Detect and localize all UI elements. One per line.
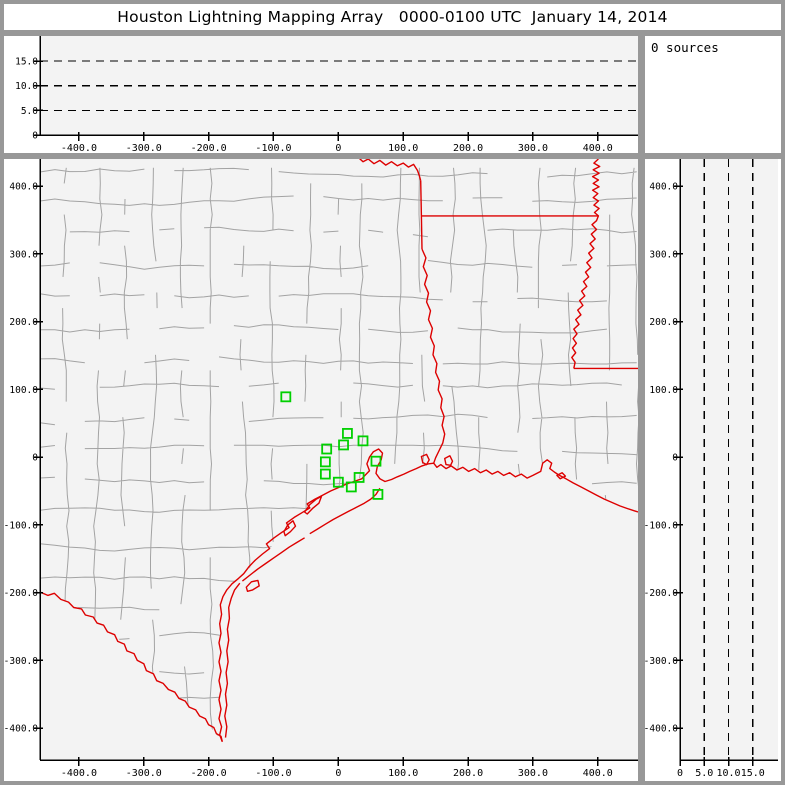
plan-view-map-panel: -400.0 -300.0 -200.0 -100.0 0 100.0 200.0 300.0… xyxy=(4,159,638,781)
boundary-calcasieu-lake xyxy=(444,455,454,466)
lma-station-marker xyxy=(370,455,382,467)
boundary-rio-grande xyxy=(39,591,223,742)
x-tick-label: 15.0 xyxy=(741,768,765,779)
y-tick-label: 0 xyxy=(32,131,38,142)
y-tick-label: -200.0 xyxy=(645,588,678,599)
y-tick-label: -300.0 xyxy=(645,656,678,667)
y-tick-label: -300.0 xyxy=(4,656,38,667)
source-count-panel: 0 sources xyxy=(645,36,781,153)
y-tick-label: 300.0 xyxy=(9,249,38,260)
x-tick-label: -400.0 xyxy=(61,143,97,153)
x-tick-label: 200.0 xyxy=(453,143,483,153)
lma-station-marker xyxy=(353,472,365,483)
altitude-vs-north-south-panel: 0 5.0 10.0 15.0 400.0 300.0 200.0 100.0 0 -100.0 -… xyxy=(645,159,781,781)
boundary-matagorda-bay xyxy=(303,495,323,515)
y-tick-label: 5.0 xyxy=(21,106,38,117)
y-tick-label: 300.0 xyxy=(649,249,678,260)
x-tick-label: 300.0 xyxy=(518,143,548,153)
y-tick-label: -100.0 xyxy=(645,520,678,531)
y-tick-label: 400.0 xyxy=(9,182,38,193)
lma-station-marker xyxy=(357,435,369,447)
x-tick-label: 10.0 xyxy=(716,768,740,779)
lma-station-marker xyxy=(319,456,331,468)
x-tick-label: -100.0 xyxy=(255,768,291,779)
x-tick-label: 0 xyxy=(335,768,341,779)
boundary-mississippi-river xyxy=(571,159,601,369)
boundary-red-river xyxy=(358,159,422,181)
x-tick-label: 200.0 xyxy=(453,768,483,779)
boundary-sabine-river xyxy=(421,248,446,464)
altitude-vs-east-west-plot[interactable]: -400.0 -300.0 -200.0 -100.0 0 100.0 200.0 300.0… xyxy=(4,36,638,153)
boundary-padre-island xyxy=(224,582,241,738)
altitude-vs-north-south-plot[interactable]: 0 5.0 10.0 15.0 400.0 300.0 200.0 100.0 0 -100.0 -… xyxy=(645,159,781,781)
x-tick-label: 400.0 xyxy=(583,768,613,779)
x-tick-label: -200.0 xyxy=(191,143,227,153)
altitude-vs-east-west-panel: -400.0 -300.0 -200.0 -100.0 0 100.0 200.0 300.0… xyxy=(4,36,638,153)
lma-station-marker xyxy=(338,439,349,451)
lma-station-marker xyxy=(280,391,292,403)
y-tick-label: -200.0 xyxy=(4,588,38,599)
x-tick-label: -200.0 xyxy=(191,768,227,779)
x-tick-label: -300.0 xyxy=(126,143,162,153)
lma-station-marker xyxy=(319,468,331,480)
x-tick-label: 0 xyxy=(677,768,683,779)
boundary-corpus-christi-bay xyxy=(245,579,260,592)
x-tick-label: -100.0 xyxy=(255,143,291,153)
lma-station-marker xyxy=(332,476,344,488)
y-tick-label: 200.0 xyxy=(9,317,38,328)
y-tick-label: -100.0 xyxy=(4,520,38,531)
x-tick-label: 0 xyxy=(335,143,341,153)
lma-station-marker xyxy=(345,481,357,493)
y-tick-label: 10.0 xyxy=(15,81,38,92)
boundary-sabine-lake xyxy=(420,453,430,466)
lma-station-marker xyxy=(321,443,333,455)
boundary-matagorda-island xyxy=(241,537,305,582)
plan-view-map-plot[interactable]: -400.0 -300.0 -200.0 -100.0 0 100.0 200.0 300.0… xyxy=(4,159,638,781)
lma-station-marker xyxy=(372,488,384,500)
x-tick-label: 300.0 xyxy=(518,768,548,779)
x-tick-label: -300.0 xyxy=(126,768,162,779)
y-tick-label: 0 xyxy=(32,453,38,464)
lma-station-marker xyxy=(342,428,353,439)
y-tick-label: 100.0 xyxy=(9,385,38,396)
title-bar: Houston Lightning Mapping Array 0000-010… xyxy=(4,4,781,30)
boundary-san-antonio-bay xyxy=(283,520,297,537)
y-tick-label: 400.0 xyxy=(649,182,678,193)
y-tick-label: 100.0 xyxy=(649,385,678,396)
y-tick-label: 0 xyxy=(672,453,678,464)
x-tick-label: 100.0 xyxy=(388,143,418,153)
y-tick-label: 15.0 xyxy=(15,57,38,68)
x-tick-label: 100.0 xyxy=(388,768,418,779)
x-tick-label: 400.0 xyxy=(583,143,613,153)
x-tick-label: -400.0 xyxy=(61,768,97,779)
x-tick-label: 5.0 xyxy=(695,768,713,779)
source-count-label: 0 sources xyxy=(651,40,719,55)
y-tick-label: 200.0 xyxy=(649,317,678,328)
y-tick-label: -400.0 xyxy=(4,724,38,735)
y-tick-label: -400.0 xyxy=(645,724,678,735)
window-title: Houston Lightning Mapping Array 0000-010… xyxy=(117,8,668,26)
boundary-delta-island xyxy=(556,472,567,480)
